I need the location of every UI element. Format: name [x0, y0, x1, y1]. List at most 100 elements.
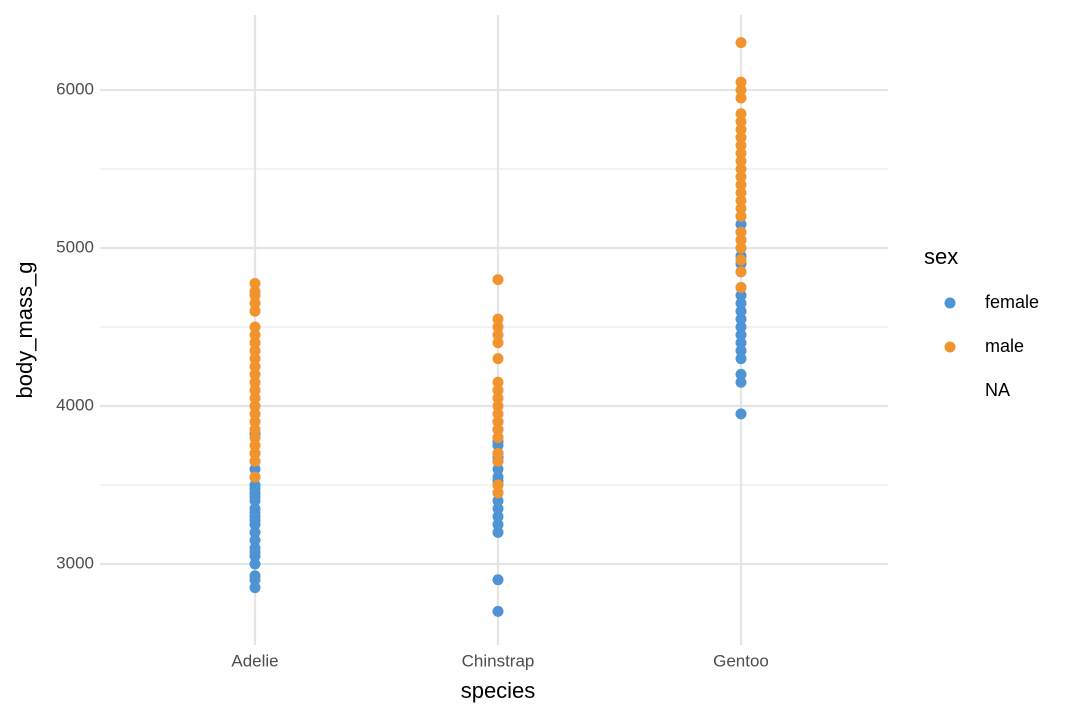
point [492, 424, 504, 436]
legend-label: male [985, 336, 1024, 356]
point [735, 139, 747, 151]
point [735, 155, 747, 167]
point [249, 408, 261, 420]
point [249, 400, 261, 412]
point [735, 234, 747, 246]
point [492, 337, 504, 349]
point [249, 526, 261, 538]
point [735, 305, 747, 317]
point [492, 392, 504, 404]
point [492, 353, 504, 365]
point [249, 558, 261, 570]
point [735, 37, 747, 49]
point [735, 242, 747, 254]
x-tick-label: Adelie [231, 651, 278, 670]
point [735, 226, 747, 238]
point [735, 297, 747, 309]
point [249, 321, 261, 333]
point [249, 384, 261, 396]
point [735, 337, 747, 349]
point [492, 463, 504, 475]
point [249, 424, 261, 436]
point [492, 518, 504, 530]
point [735, 282, 747, 294]
point [249, 329, 261, 341]
point [492, 416, 504, 428]
point [735, 313, 747, 325]
point [249, 455, 261, 467]
point [249, 392, 261, 404]
point [735, 329, 747, 341]
point [735, 353, 747, 365]
point [249, 297, 261, 309]
point [492, 432, 504, 444]
x-tick-label: Chinstrap [462, 651, 535, 670]
point [735, 218, 747, 230]
point [492, 495, 504, 507]
point [492, 313, 504, 325]
point [492, 487, 504, 499]
point [492, 479, 504, 491]
point [735, 131, 747, 143]
point [492, 329, 504, 341]
point [735, 163, 747, 175]
point [492, 471, 504, 483]
point [492, 376, 504, 388]
point [492, 274, 504, 286]
point [249, 503, 261, 515]
point [735, 321, 747, 333]
point [735, 147, 747, 159]
point [735, 171, 747, 183]
point [492, 605, 504, 617]
point [249, 368, 261, 380]
y-axis-title: body_mass_g [12, 262, 37, 399]
point [735, 92, 747, 104]
point [735, 368, 747, 380]
point [735, 408, 747, 420]
point [492, 384, 504, 396]
point [249, 360, 261, 372]
point [735, 203, 747, 215]
point [735, 179, 747, 191]
x-tick-label: Gentoo [713, 651, 769, 670]
y-tick-label: 4000 [56, 395, 94, 414]
legend-label: female [985, 292, 1039, 312]
point [735, 187, 747, 199]
point [249, 479, 261, 491]
point [735, 266, 747, 278]
point [249, 471, 261, 483]
point [249, 305, 261, 317]
point [735, 254, 747, 266]
point [735, 116, 747, 128]
point [492, 526, 504, 538]
legend-label: NA [985, 380, 1010, 400]
legend-key [944, 341, 956, 353]
y-tick-label: 6000 [56, 80, 94, 99]
point [735, 289, 747, 301]
legend-key [944, 297, 956, 309]
point [249, 463, 261, 475]
point [492, 447, 504, 459]
y-tick-label: 5000 [56, 237, 94, 256]
point [249, 447, 261, 459]
x-axis-title: species [461, 678, 536, 703]
point [249, 432, 261, 444]
legend-title: sex [924, 244, 958, 269]
point [249, 376, 261, 388]
point [735, 376, 747, 388]
point [492, 408, 504, 420]
point [249, 337, 261, 349]
point [735, 108, 747, 120]
point [249, 570, 261, 582]
point [249, 416, 261, 428]
point [249, 353, 261, 365]
point [492, 455, 504, 467]
point [492, 400, 504, 412]
point [735, 124, 747, 136]
point [735, 345, 747, 357]
point [735, 76, 747, 88]
point [735, 195, 747, 207]
point [492, 503, 504, 515]
